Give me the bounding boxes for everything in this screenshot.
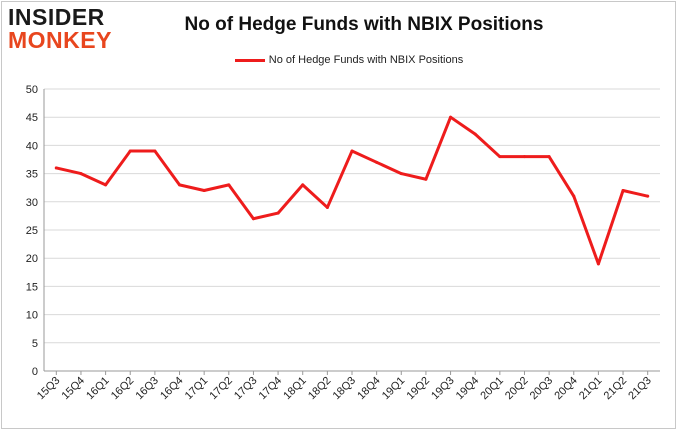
data-point-20Q4	[572, 194, 576, 198]
series-line-0	[54, 115, 650, 266]
y-tick-label-35: 35	[26, 169, 38, 181]
x-tick-label-17Q3: 17Q3	[232, 375, 260, 403]
x-tick-label-16Q2: 16Q2	[109, 375, 137, 403]
data-point-17Q4	[276, 211, 280, 215]
data-point-15Q3	[54, 166, 58, 170]
data-point-18Q2	[325, 205, 329, 209]
data-point-19Q4	[473, 132, 477, 136]
data-point-19Q3	[449, 115, 453, 119]
data-point-20Q3	[547, 155, 551, 159]
y-tick-label-45: 45	[26, 112, 38, 124]
data-point-21Q3	[646, 194, 650, 198]
insider-monkey-logo: INSIDER MONKEY	[8, 6, 126, 52]
data-point-17Q2	[227, 183, 231, 187]
data-point-20Q1	[498, 155, 502, 159]
x-tick-label-21Q2: 21Q2	[602, 375, 630, 403]
x-tick-label-17Q4: 17Q4	[257, 375, 285, 403]
x-tick-label-18Q1: 18Q1	[281, 375, 309, 403]
x-tick-label-15Q3: 15Q3	[35, 375, 63, 403]
data-point-19Q1	[399, 172, 403, 176]
x-tick-label-20Q4: 20Q4	[552, 375, 580, 403]
x-tick-label-19Q2: 19Q2	[405, 375, 433, 403]
x-tick-label-17Q1: 17Q1	[183, 375, 211, 403]
y-tick-label-5: 5	[32, 338, 38, 350]
data-point-16Q1	[104, 183, 108, 187]
x-tick-label-19Q4: 19Q4	[454, 375, 482, 403]
data-point-16Q4	[178, 183, 182, 187]
y-tick-label-15: 15	[26, 281, 38, 293]
x-tick-label-21Q1: 21Q1	[577, 375, 605, 403]
x-tick-label-18Q3: 18Q3	[331, 375, 359, 403]
legend-swatch	[234, 58, 265, 62]
x-tick-label-18Q4: 18Q4	[355, 375, 383, 403]
x-tick-label-19Q3: 19Q3	[429, 375, 457, 403]
chart-title: No of Hedge Funds with NBIX Positions	[184, 14, 544, 35]
x-tick-label-21Q3: 21Q3	[626, 375, 654, 403]
data-point-17Q3	[251, 217, 255, 221]
data-point-16Q3	[153, 149, 157, 153]
chart-legend: No of Hedge Funds with NBIX Positions	[0, 54, 678, 66]
x-tick-label-18Q2: 18Q2	[306, 375, 334, 403]
data-point-16Q2	[128, 149, 132, 153]
x-tick-label-16Q3: 16Q3	[133, 375, 161, 403]
x-tick-label-20Q1: 20Q1	[478, 375, 506, 403]
data-point-21Q2	[621, 189, 625, 193]
y-tick-label-25: 25	[26, 225, 38, 237]
logo-line-1: INSIDER	[8, 4, 105, 30]
data-point-18Q1	[301, 183, 305, 187]
logo-line-2: MONKEY	[8, 27, 112, 53]
y-tick-label-40: 40	[26, 140, 38, 152]
data-point-15Q4	[79, 172, 83, 176]
data-point-17Q1	[202, 189, 206, 193]
x-tick-label-20Q3: 20Q3	[528, 375, 556, 403]
y-tick-label-20: 20	[26, 253, 38, 265]
x-tick-label-15Q4: 15Q4	[60, 375, 88, 403]
legend-label: No of Hedge Funds with NBIX Positions	[268, 54, 464, 66]
x-tick-label-17Q2: 17Q2	[207, 375, 235, 403]
data-point-18Q3	[350, 149, 354, 153]
x-tick-label-16Q4: 16Q4	[158, 375, 186, 403]
y-tick-label-10: 10	[26, 310, 38, 322]
x-tick-label-19Q1: 19Q1	[380, 375, 408, 403]
x-tick-label-16Q1: 16Q1	[84, 375, 112, 403]
y-tick-label-50: 50	[26, 84, 38, 96]
data-point-21Q1	[596, 262, 600, 266]
data-point-20Q2	[522, 155, 526, 159]
data-point-19Q2	[424, 177, 428, 181]
y-tick-label-30: 30	[26, 197, 38, 209]
data-point-18Q4	[375, 160, 379, 164]
y-tick-label-0: 0	[32, 366, 38, 378]
x-tick-label-20Q2: 20Q2	[503, 375, 531, 403]
